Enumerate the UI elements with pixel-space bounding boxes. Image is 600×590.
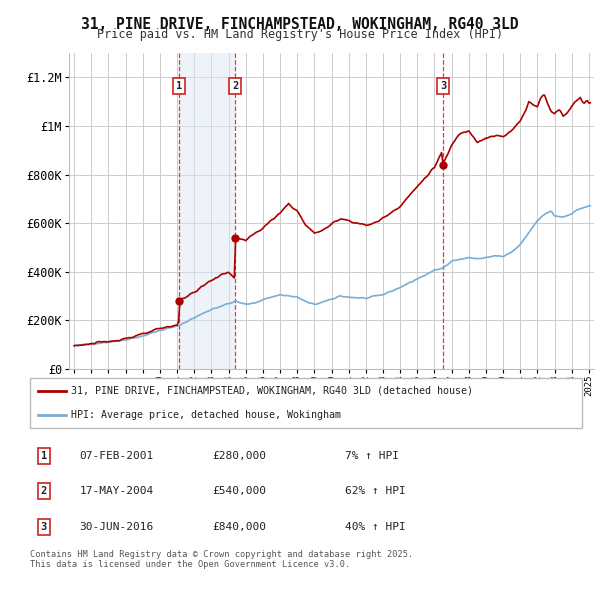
Text: 31, PINE DRIVE, FINCHAMPSTEAD, WOKINGHAM, RG40 3LD: 31, PINE DRIVE, FINCHAMPSTEAD, WOKINGHAM… xyxy=(81,17,519,31)
Text: £540,000: £540,000 xyxy=(212,486,266,496)
Text: 07-FEB-2001: 07-FEB-2001 xyxy=(80,451,154,461)
Text: 40% ↑ HPI: 40% ↑ HPI xyxy=(344,522,406,532)
Text: 3: 3 xyxy=(41,522,47,532)
Text: 3: 3 xyxy=(440,81,446,91)
Text: 2: 2 xyxy=(232,81,238,91)
FancyBboxPatch shape xyxy=(30,378,582,428)
Text: 31, PINE DRIVE, FINCHAMPSTEAD, WOKINGHAM, RG40 3LD (detached house): 31, PINE DRIVE, FINCHAMPSTEAD, WOKINGHAM… xyxy=(71,386,473,396)
Text: 30-JUN-2016: 30-JUN-2016 xyxy=(80,522,154,532)
Text: HPI: Average price, detached house, Wokingham: HPI: Average price, detached house, Woki… xyxy=(71,410,341,420)
Text: 1: 1 xyxy=(176,81,182,91)
Text: £280,000: £280,000 xyxy=(212,451,266,461)
Text: 2: 2 xyxy=(41,486,47,496)
Text: Price paid vs. HM Land Registry's House Price Index (HPI): Price paid vs. HM Land Registry's House … xyxy=(97,28,503,41)
Text: 17-MAY-2004: 17-MAY-2004 xyxy=(80,486,154,496)
Text: Contains HM Land Registry data © Crown copyright and database right 2025.
This d: Contains HM Land Registry data © Crown c… xyxy=(30,550,413,569)
Bar xyxy=(179,53,235,369)
Text: 1: 1 xyxy=(41,451,47,461)
Text: 7% ↑ HPI: 7% ↑ HPI xyxy=(344,451,398,461)
Text: 62% ↑ HPI: 62% ↑ HPI xyxy=(344,486,406,496)
Text: £840,000: £840,000 xyxy=(212,522,266,532)
